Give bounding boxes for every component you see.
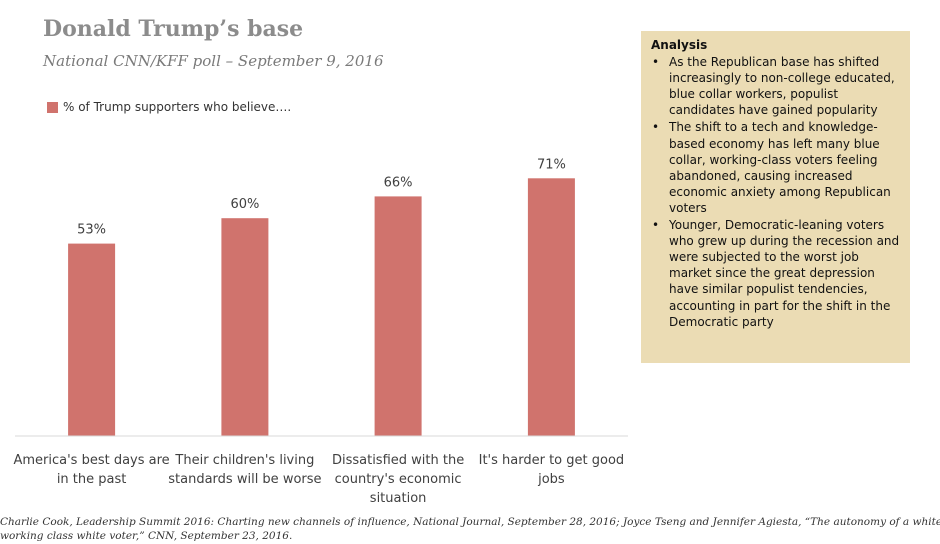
bar-4 bbox=[527, 178, 575, 437]
analysis-title: Analysis bbox=[651, 38, 708, 52]
bar-2 bbox=[221, 218, 269, 436]
bar-1 bbox=[68, 243, 116, 436]
analysis-list: As the Republican base has shifted incre… bbox=[651, 54, 900, 330]
footnote-line: Charlie Cook, Leadership Summit 2016: Ch… bbox=[0, 516, 940, 528]
source-footnote: Charlie Cook, Leadership Summit 2016: Ch… bbox=[0, 515, 940, 543]
bar-3 bbox=[374, 196, 422, 436]
bar-chart: 53% America's best days are in the past 60%… bbox=[13, 157, 628, 506]
category-label: America's best days are bbox=[13, 453, 169, 468]
category-label: jobs bbox=[537, 472, 565, 487]
category-label: country's economic bbox=[335, 472, 462, 487]
legend: % of Trump supporters who believe…. bbox=[47, 100, 291, 114]
data-label: 53% bbox=[77, 223, 106, 238]
data-label: 71% bbox=[537, 157, 566, 172]
analysis-panel: Analysis As the Republican base has shif… bbox=[641, 31, 910, 363]
analysis-bullet: Younger, Democratic-leaning voters who g… bbox=[652, 217, 900, 330]
legend-label: % of Trump supporters who believe…. bbox=[63, 100, 292, 114]
category-label: Their children's living bbox=[174, 453, 314, 468]
chart-title: Donald Trump’s base bbox=[43, 16, 304, 42]
data-label: 66% bbox=[384, 175, 413, 190]
category-label: It's harder to get good bbox=[479, 453, 625, 468]
category-label: standards will be worse bbox=[168, 472, 321, 487]
chart-subtitle: National CNN/KFF poll – September 9, 201… bbox=[43, 52, 384, 70]
data-label: 60% bbox=[230, 197, 259, 212]
analysis-bullet: The shift to a tech and knowledge-based … bbox=[652, 119, 900, 216]
footnote-line: working class white voter,” CNN, Septemb… bbox=[0, 530, 293, 542]
category-label: Dissatisfied with the bbox=[332, 453, 464, 468]
legend-swatch bbox=[47, 101, 58, 113]
analysis-bullet: As the Republican base has shifted incre… bbox=[652, 54, 900, 118]
category-label: situation bbox=[370, 491, 427, 506]
category-label: in the past bbox=[57, 472, 127, 487]
